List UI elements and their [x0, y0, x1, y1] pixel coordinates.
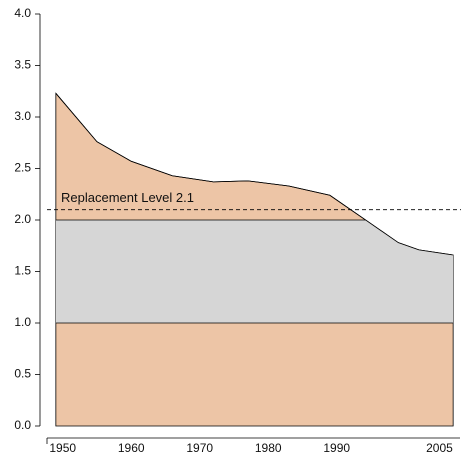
- x-tick-label: 1950: [49, 441, 76, 455]
- annotation: Replacement Level 2.1: [61, 190, 194, 205]
- y-tick-label: 0.0: [14, 418, 31, 432]
- line: [55, 93, 454, 256]
- y-tick-label: 1.5: [14, 264, 31, 278]
- y-tick-label: 4.0: [14, 6, 31, 20]
- x-tick-label: 1980: [255, 441, 282, 455]
- x-tick-label: 2005: [426, 441, 453, 455]
- x-tick-label: 1970: [186, 441, 213, 455]
- y-tick-label: 0.5: [14, 367, 31, 381]
- x-tick-label: 1960: [118, 441, 145, 455]
- y-tick-label: 3.0: [14, 109, 31, 123]
- y-tick-label: 2.0: [14, 212, 31, 226]
- y-tick-label: 2.5: [14, 161, 31, 175]
- band: [55, 220, 454, 323]
- x-tick-label: 1990: [323, 441, 350, 455]
- y-tick-label: 3.5: [14, 58, 31, 72]
- y-tick-label: 1.0: [14, 315, 31, 329]
